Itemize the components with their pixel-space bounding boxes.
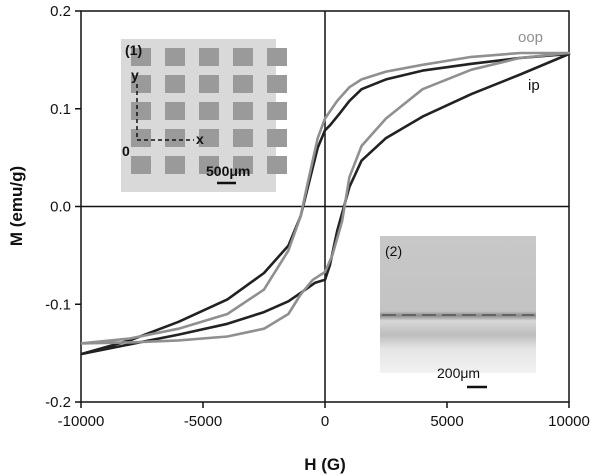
inset-1-pattern-square bbox=[199, 129, 219, 147]
inset-1-pattern-square bbox=[165, 75, 185, 93]
inset-1-pattern-square bbox=[267, 156, 287, 174]
x-tick-label: -10000 bbox=[58, 413, 105, 430]
inset-1-pattern-square bbox=[199, 156, 219, 174]
inset-1-pattern-square bbox=[165, 102, 185, 120]
inset-1-pattern-square bbox=[267, 75, 287, 93]
inset-1-pattern-square bbox=[165, 48, 185, 66]
y-tick-label: 0.0 bbox=[50, 199, 71, 216]
inset-1-pattern-square bbox=[131, 75, 151, 93]
inset-1-square-array bbox=[131, 48, 287, 174]
x-tick-label: -5000 bbox=[184, 413, 222, 430]
inset-1-scale-label: 500μm bbox=[206, 163, 250, 179]
inset-2-image: (2) 200μm bbox=[380, 236, 536, 389]
series-group bbox=[80, 51, 571, 356]
y-tick-label: 0.2 bbox=[50, 3, 71, 20]
y-axis-title: M (emu/g) bbox=[7, 166, 26, 246]
x-axis-title: H (G) bbox=[304, 455, 346, 474]
x-tick-label: 0 bbox=[321, 413, 329, 430]
series-label-ip: ip bbox=[528, 77, 540, 94]
inset-1-pattern-square bbox=[131, 156, 151, 174]
x-tick-label: 10000 bbox=[548, 413, 590, 430]
inset-2-scale-label: 200μm bbox=[437, 365, 480, 381]
inset-1-pattern-square bbox=[131, 48, 151, 66]
inset-1-pattern-square bbox=[131, 129, 151, 147]
axis-ticks: -10000 -5000 0 5000 10000 0.2 0.1 0.0 -0.1 -0.2 bbox=[45, 3, 590, 430]
y-tick-label: -0.1 bbox=[45, 296, 71, 313]
inset-1-pattern-square bbox=[131, 102, 151, 120]
inset-1-pattern-square bbox=[267, 48, 287, 66]
inset-1-pattern-square bbox=[165, 156, 185, 174]
inset-1-label: (1) bbox=[125, 42, 142, 58]
inset-1-pattern-square bbox=[233, 156, 253, 174]
inset-1-axis-y: y bbox=[131, 67, 139, 83]
inset-1-origin: 0 bbox=[122, 143, 130, 159]
inset-1-image: (1) y x 0 500μm bbox=[121, 39, 287, 192]
inset-1-pattern-square bbox=[199, 102, 219, 120]
inset-1-pattern-square bbox=[233, 75, 253, 93]
inset-1-pattern-square bbox=[199, 75, 219, 93]
x-tick-label: 5000 bbox=[430, 413, 463, 430]
y-tick-label: -0.2 bbox=[45, 394, 71, 411]
inset-1-pattern-square bbox=[233, 129, 253, 147]
inset-1-pattern-square bbox=[267, 129, 287, 147]
inset-1-pattern-square bbox=[233, 48, 253, 66]
inset-2-label: (2) bbox=[385, 243, 402, 259]
inset-1-pattern-square bbox=[267, 102, 287, 120]
y-tick-label: 0.1 bbox=[50, 101, 71, 118]
inset-1-pattern-square bbox=[199, 48, 219, 66]
inset-1-axis-x: x bbox=[196, 131, 204, 147]
inset-1-pattern-square bbox=[165, 129, 185, 147]
series-line-oop bbox=[80, 51, 571, 345]
series-label-oop: oop bbox=[518, 29, 543, 46]
inset-1-pattern-square bbox=[233, 102, 253, 120]
